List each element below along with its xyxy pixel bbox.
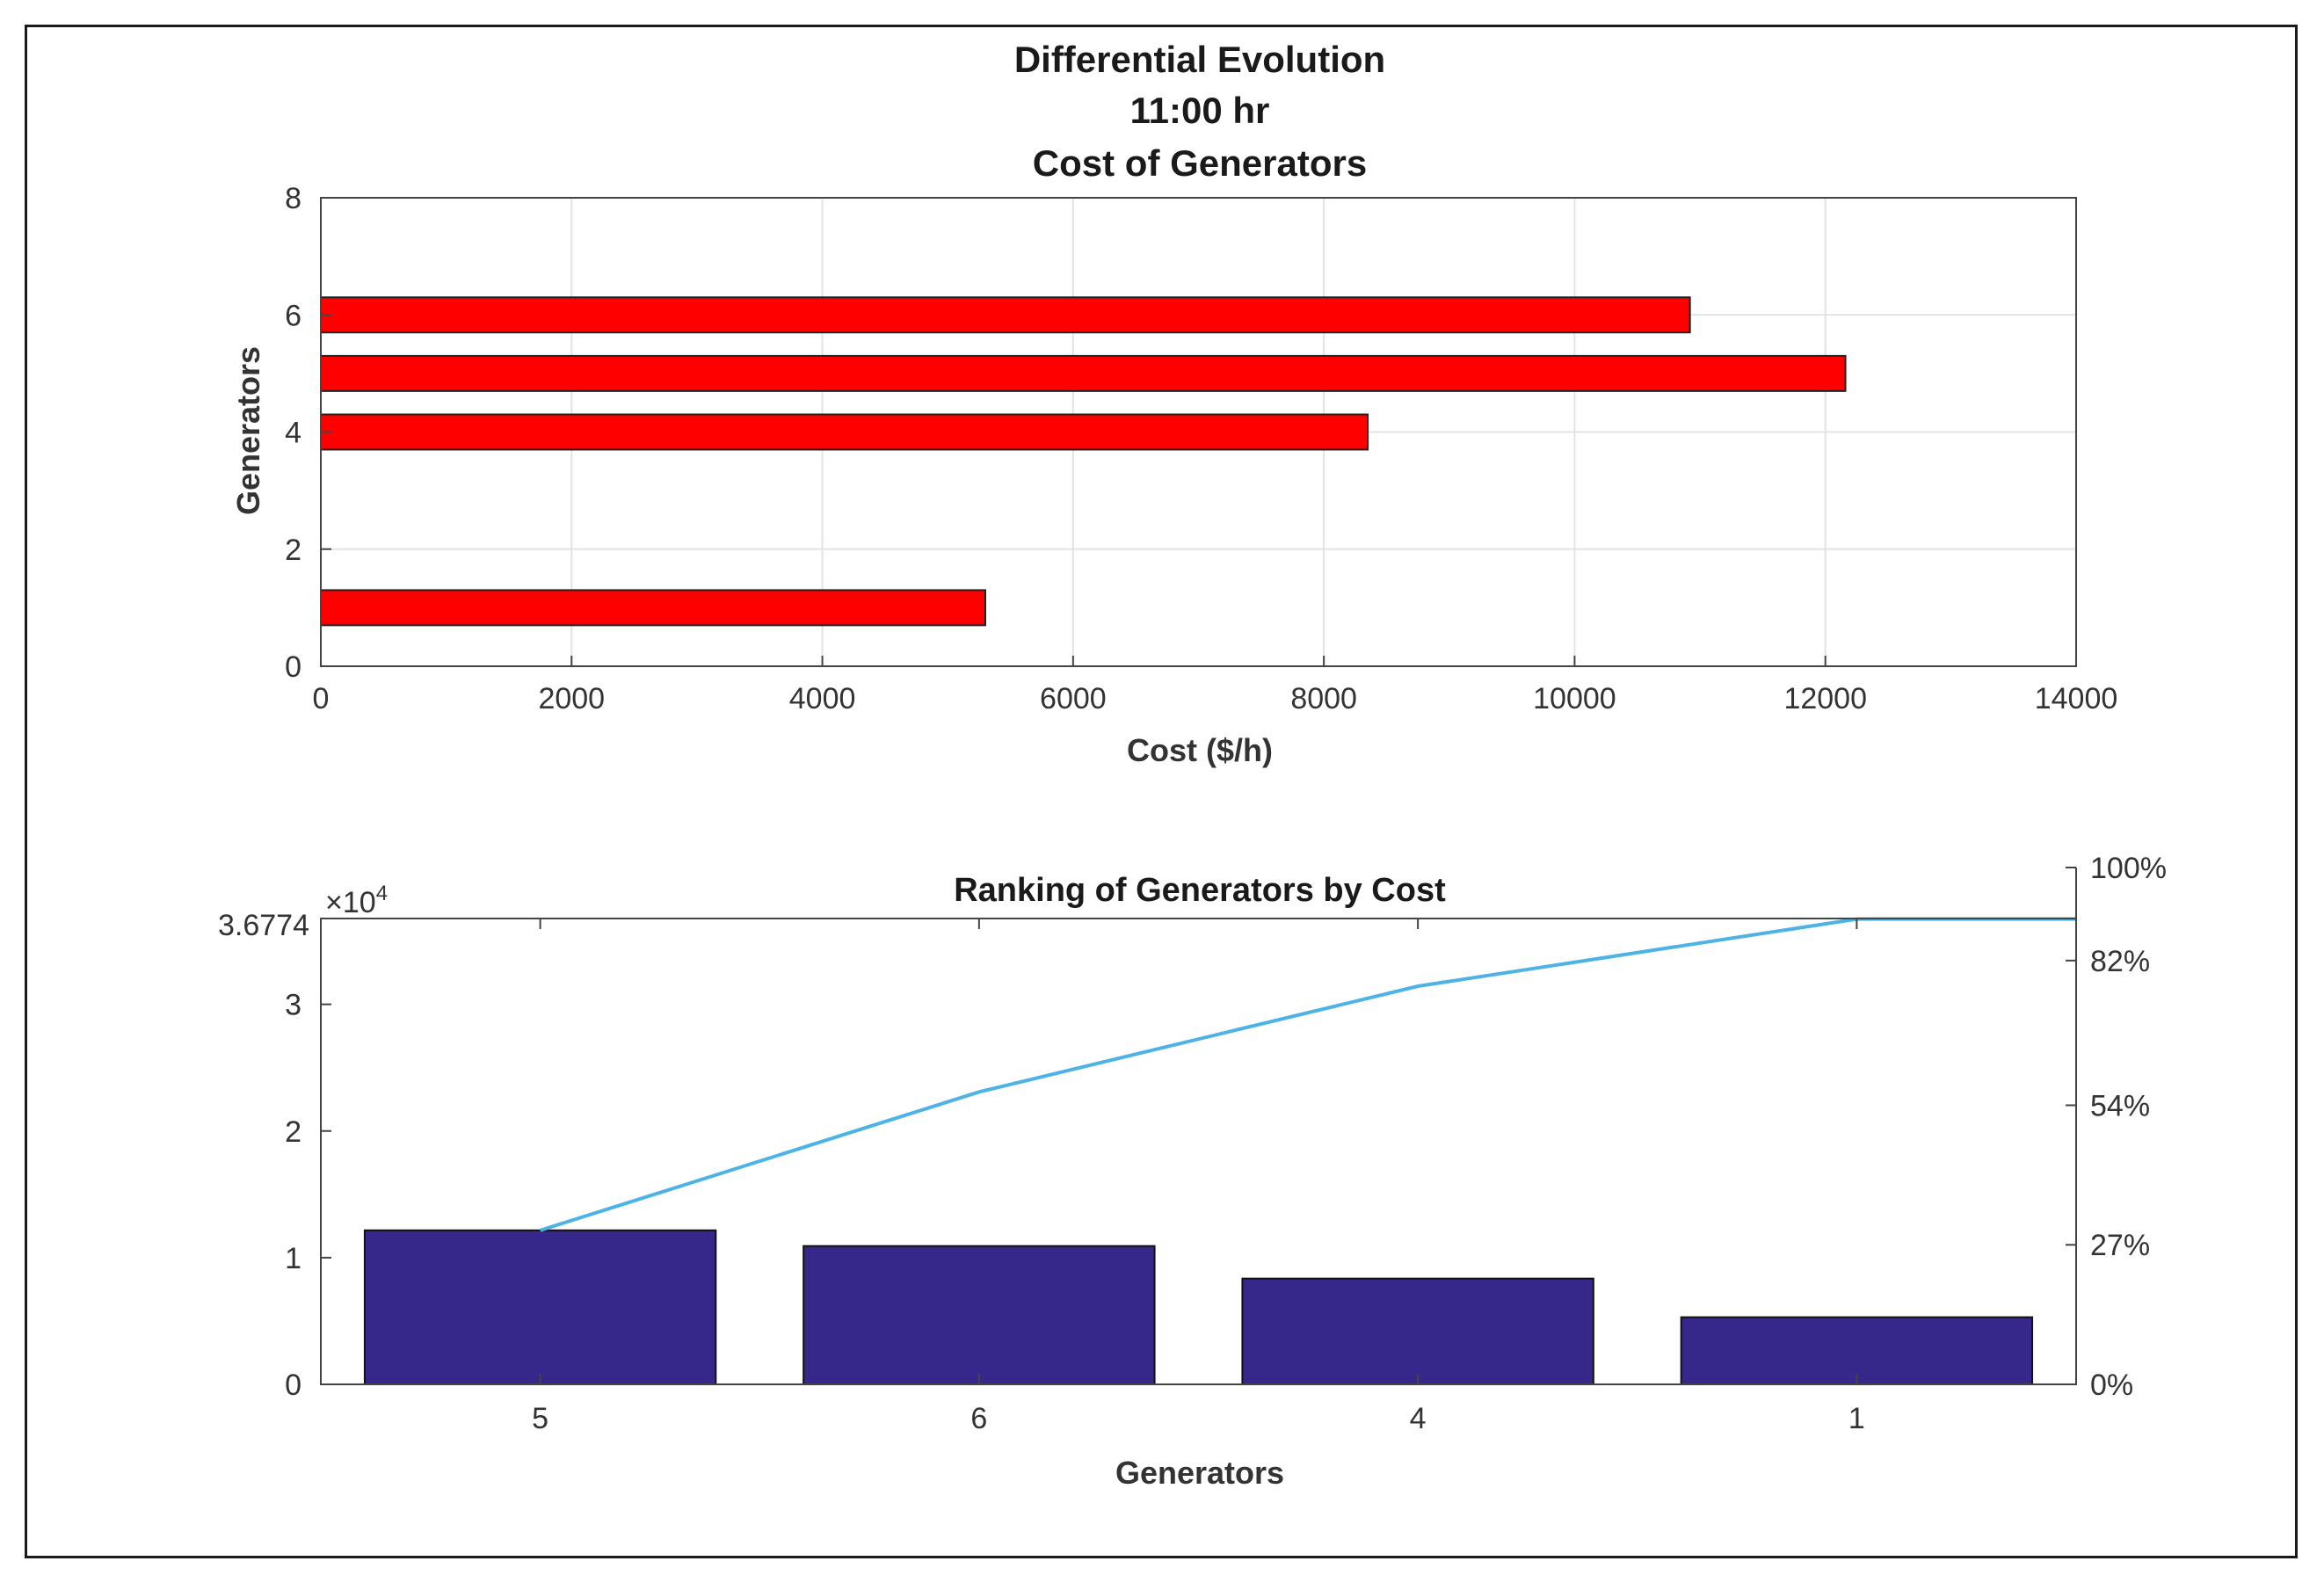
top-y-ticks: 0 2 4 6 8 bbox=[285, 182, 331, 684]
pareto-right-tick-label-2: 54% bbox=[2090, 1089, 2150, 1122]
top-y-tick-label-3: 6 bbox=[285, 299, 301, 332]
pareto-bar-generator-4 bbox=[1241, 1277, 1594, 1386]
cost-bar-chart: Differential Evolution 11:00 hr Cost of … bbox=[230, 39, 2117, 768]
top-x-axis-label: Cost ($/h) bbox=[1127, 732, 1273, 768]
top-x-tick-label-3: 6000 bbox=[1040, 682, 1107, 715]
pareto-right-tick-label-0: 0% bbox=[2090, 1369, 2133, 1402]
pareto-bar-generator-1 bbox=[1680, 1316, 2034, 1385]
exponent-base: ×10 bbox=[325, 886, 376, 919]
pareto-x-tick-label-0: 5 bbox=[532, 1402, 548, 1435]
top-x-ticks: 0 2000 4000 6000 8000 10000 12000 14000 bbox=[313, 656, 2118, 715]
top-x-tick-label-6: 12000 bbox=[1783, 682, 1867, 715]
cost-bar-generator-1 bbox=[320, 589, 987, 627]
pareto-y-tick-label-2: 2 bbox=[285, 1115, 301, 1149]
pareto-right-tick-label-3: 82% bbox=[2090, 945, 2150, 978]
chart-title-line-2: 11:00 hr bbox=[1130, 90, 1270, 131]
exponent-label: ×104 bbox=[325, 882, 388, 919]
pareto-bar-generator-5 bbox=[363, 1229, 717, 1385]
top-x-tick-label-2: 4000 bbox=[789, 682, 856, 715]
top-y-tick-label-2: 4 bbox=[285, 417, 301, 450]
top-y-tick-label-0: 0 bbox=[285, 650, 301, 684]
pareto-bars bbox=[363, 1229, 2034, 1386]
top-x-tick-label-1: 2000 bbox=[538, 682, 605, 715]
top-y-tick-label-4: 8 bbox=[285, 182, 301, 215]
top-x-tick-label-0: 0 bbox=[313, 682, 330, 715]
pareto-bar-generator-6 bbox=[803, 1245, 1156, 1385]
pareto-y-tick-label-0: 0 bbox=[285, 1369, 301, 1402]
cost-bar-generator-5 bbox=[320, 354, 1847, 392]
pareto-x-tick-label-3: 1 bbox=[1848, 1402, 1865, 1435]
top-y-tick-label-1: 2 bbox=[285, 534, 301, 567]
cumulative-line bbox=[540, 917, 2076, 1232]
top-x-tick-label-7: 14000 bbox=[2035, 682, 2118, 715]
pareto-y-tick-label-1: 1 bbox=[285, 1242, 301, 1275]
pareto-right-ticks: 0% 27% 54% 82% 100% bbox=[2066, 852, 2167, 1402]
top-x-tick-label-4: 8000 bbox=[1290, 682, 1357, 715]
pareto-y-max-label: 3.6774 bbox=[218, 909, 309, 942]
top-bars bbox=[320, 296, 1847, 627]
pareto-right-tick-label-1: 27% bbox=[2090, 1229, 2150, 1262]
pareto-y-ticks: 0 1 2 3 bbox=[285, 989, 331, 1402]
pareto-right-tick-label-4: 100% bbox=[2090, 852, 2167, 885]
pareto-title: Ranking of Generators by Cost bbox=[954, 872, 1446, 909]
pareto-x-axis-label: Generators bbox=[1115, 1455, 1284, 1491]
pareto-y-tick-label-3: 3 bbox=[285, 989, 301, 1022]
top-x-tick-label-5: 10000 bbox=[1533, 682, 1616, 715]
chart-title-line-1: Differential Evolution bbox=[1014, 39, 1385, 80]
cost-bar-generator-4 bbox=[320, 413, 1369, 451]
chart-title-line-3: Cost of Generators bbox=[1033, 142, 1367, 184]
cost-bar-generator-6 bbox=[320, 296, 1691, 334]
top-y-axis-label: Generators bbox=[230, 346, 266, 515]
exponent-power: 4 bbox=[376, 882, 388, 905]
pareto-x-tick-label-2: 4 bbox=[1410, 1402, 1427, 1435]
pareto-x-tick-label-1: 6 bbox=[970, 1402, 987, 1435]
pareto-x-ticks: 5 6 4 1 bbox=[532, 919, 1865, 1435]
